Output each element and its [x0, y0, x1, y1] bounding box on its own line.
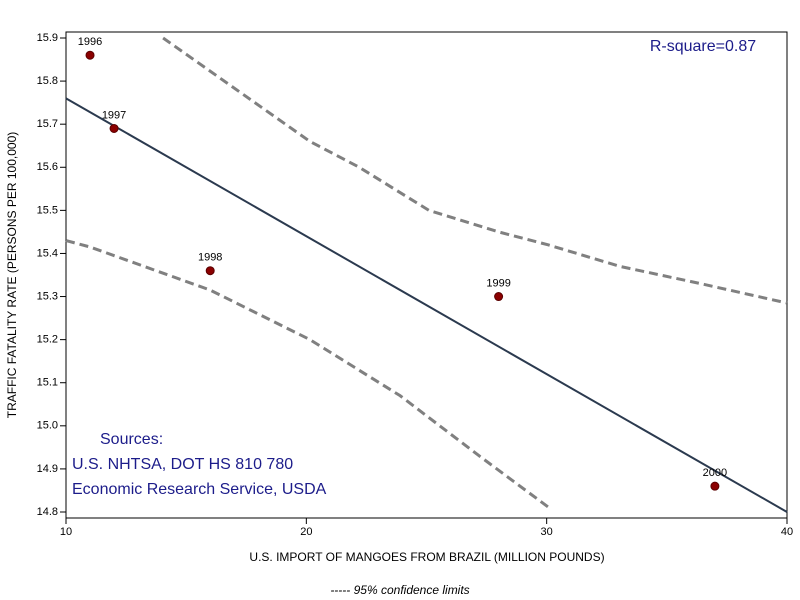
footnote: ----- 95% confidence limits	[330, 583, 469, 597]
data-point	[710, 481, 720, 491]
sources-heading: Sources:	[100, 431, 163, 448]
regression-line	[65, 97, 788, 513]
data-point	[85, 50, 95, 60]
source-line: Economic Research Service, USDA	[72, 481, 327, 498]
x-axis-title: U.S. IMPORT OF MANGOES FROM BRAZIL (MILL…	[249, 550, 604, 564]
y-tick-label: 15.0	[37, 420, 58, 432]
data-point	[494, 292, 504, 302]
x-tick-label: 20	[300, 526, 312, 538]
lower-confidence-limit	[65, 239, 550, 509]
point-label: 1997	[102, 109, 126, 121]
y-tick-label: 15.8	[37, 75, 58, 87]
plot-frame	[65, 31, 788, 519]
data-point	[109, 123, 119, 133]
x-tick-label: 40	[781, 526, 793, 538]
y-tick-label: 15.1	[37, 377, 58, 389]
data-point	[205, 266, 215, 276]
y-axis-title: TRAFFIC FATALITY RATE (PERSONS PER 100,0…	[5, 132, 19, 419]
source-line: U.S. NHTSA, DOT HS 810 780	[72, 456, 293, 473]
point-label: 1998	[198, 252, 222, 264]
y-tick-label: 15.5	[37, 204, 58, 216]
y-tick-label: 15.7	[37, 118, 58, 130]
y-tick-label: 15.6	[37, 161, 58, 173]
point-label: 1996	[78, 36, 102, 48]
y-tick-label: 14.9	[37, 463, 58, 475]
x-tick-label: 30	[541, 526, 553, 538]
r-square: R-square=0.87	[650, 38, 756, 55]
y-tick-label: 14.8	[37, 506, 58, 518]
point-label: 1999	[486, 277, 510, 289]
y-tick-label: 15.3	[37, 290, 58, 302]
y-tick-label: 15.9	[37, 32, 58, 44]
upper-confidence-limit	[162, 36, 788, 305]
point-label: 2000	[703, 467, 727, 479]
y-tick-label: 15.4	[37, 247, 58, 259]
y-tick-label: 15.2	[37, 334, 58, 346]
x-tick-label: 10	[60, 526, 72, 538]
